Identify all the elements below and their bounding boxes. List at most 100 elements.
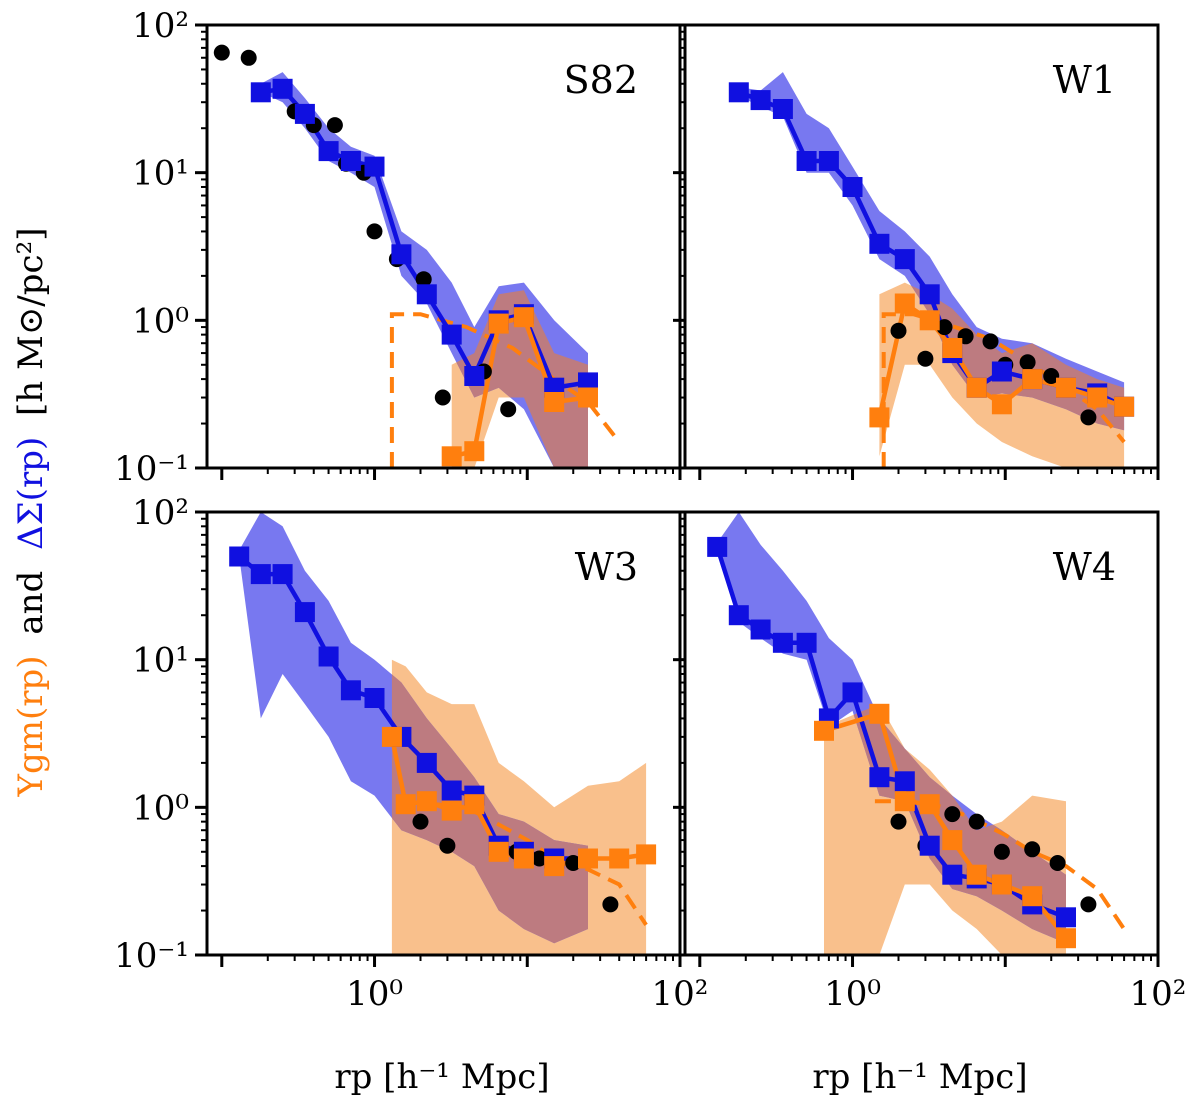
delta-sigma-point xyxy=(796,632,817,653)
upsilon-point xyxy=(513,848,534,869)
model-point xyxy=(1024,841,1041,858)
delta-sigma-point xyxy=(416,752,437,773)
panel-frame xyxy=(205,23,682,470)
delta-sigma-point xyxy=(318,141,339,162)
delta-sigma-point xyxy=(750,90,771,111)
delta-sigma-point xyxy=(818,151,839,171)
upsilon-point xyxy=(942,338,963,358)
model-point xyxy=(1019,354,1036,371)
upsilon-point xyxy=(1056,928,1076,949)
model-point xyxy=(326,117,343,134)
delta-sigma-point xyxy=(869,767,890,788)
delta-sigma-point xyxy=(294,103,315,124)
upsilon-point xyxy=(544,392,565,412)
y-label-blue: ΔΣ(rp) xyxy=(11,437,51,550)
model-point xyxy=(415,271,432,288)
upsilon-point xyxy=(966,864,987,885)
delta-sigma-point xyxy=(1056,907,1076,928)
model-point xyxy=(1043,368,1060,384)
x-tick-label: 10² xyxy=(1130,974,1187,1014)
y-tick-label: 10¹ xyxy=(132,641,189,681)
delta-sigma-point xyxy=(772,99,793,119)
delta-sigma-point xyxy=(250,564,271,585)
panel-title: W4 xyxy=(1053,545,1116,589)
upsilon-point xyxy=(464,794,485,815)
y-label-and: and xyxy=(11,571,51,635)
panel-frame xyxy=(683,510,1160,957)
upsilon-point xyxy=(814,720,834,741)
model-point xyxy=(1080,409,1097,426)
delta-sigma-point xyxy=(894,249,915,270)
upsilon-point xyxy=(464,441,485,462)
upsilon-point xyxy=(636,844,657,865)
delta-sigma-point xyxy=(942,864,963,885)
upsilon-point xyxy=(894,791,915,812)
model-point xyxy=(982,333,999,350)
delta-sigma-point xyxy=(340,151,361,171)
x-tick-label: 10⁰ xyxy=(824,974,881,1014)
upsilon-point xyxy=(416,791,437,812)
delta-sigma-point xyxy=(919,835,940,856)
upsilon-point xyxy=(991,874,1012,895)
upsilon-point xyxy=(869,407,890,428)
overlap-band xyxy=(824,704,1066,944)
plot-area xyxy=(728,72,1135,468)
x-tick-label: 10² xyxy=(652,974,709,1014)
model-point xyxy=(500,401,517,418)
plot-area xyxy=(213,44,621,468)
delta-sigma-point xyxy=(919,284,940,305)
y-tick-label: 10² xyxy=(132,6,189,46)
delta-sigma-point xyxy=(441,324,462,345)
delta-sigma-point xyxy=(364,688,385,708)
model-point xyxy=(531,850,548,867)
upsilon-point xyxy=(894,293,915,314)
y-tick-label: 10⁰ xyxy=(132,301,189,341)
model-point xyxy=(240,49,257,66)
upsilon-point xyxy=(488,841,509,862)
upsilon-model-line xyxy=(401,799,648,927)
plot-area xyxy=(707,512,1126,955)
upsilon-point xyxy=(488,313,509,334)
upsilon-point xyxy=(991,394,1012,415)
overlap-band xyxy=(391,659,588,944)
delta-sigma-point xyxy=(894,771,915,792)
model-point xyxy=(565,855,582,871)
y-label-orange: Υgm(rp) xyxy=(11,655,51,797)
model-point xyxy=(1049,855,1066,871)
delta-sigma-point xyxy=(364,156,385,177)
upsilon-point xyxy=(942,830,963,851)
model-point xyxy=(993,843,1010,860)
delta-sigma-point xyxy=(391,244,412,265)
x-axis-label-left: rp [h⁻¹ Mpc] xyxy=(334,1057,549,1097)
model-point xyxy=(917,350,934,367)
delta-sigma-point xyxy=(728,82,749,103)
x-axis-label-right: rp [h⁻¹ Mpc] xyxy=(812,1057,1027,1097)
model-point xyxy=(366,223,383,240)
upsilon-point xyxy=(381,726,402,747)
delta-sigma-point xyxy=(772,632,793,653)
model-point xyxy=(412,813,429,830)
delta-sigma-point xyxy=(272,564,293,585)
upsilon-point xyxy=(609,848,630,869)
delta-sigma-point xyxy=(991,361,1012,382)
upsilon-point xyxy=(441,446,462,467)
y-tick-label: 10⁰ xyxy=(132,788,189,828)
delta-sigma-point xyxy=(272,78,293,99)
delta-sigma-point xyxy=(728,605,749,626)
y-tick-label: 10² xyxy=(132,493,189,533)
panel-title: W3 xyxy=(575,545,638,589)
panel-title: S82 xyxy=(564,58,638,102)
upsilon-point xyxy=(869,703,890,724)
model-point xyxy=(434,389,451,406)
model-point xyxy=(968,813,985,830)
delta-sigma-point xyxy=(464,366,485,386)
panel-frame xyxy=(205,510,682,957)
model-point xyxy=(213,44,230,61)
y-tick-label: 10⁻¹ xyxy=(114,936,189,976)
model-point xyxy=(936,319,953,336)
y-axis-label: Υgm(rp) and ΔΣ(rp) [h M⊙/pc²] xyxy=(11,228,51,798)
delta-sigma-point xyxy=(441,780,462,801)
delta-sigma-point xyxy=(294,602,315,623)
upsilon-point xyxy=(513,307,534,328)
